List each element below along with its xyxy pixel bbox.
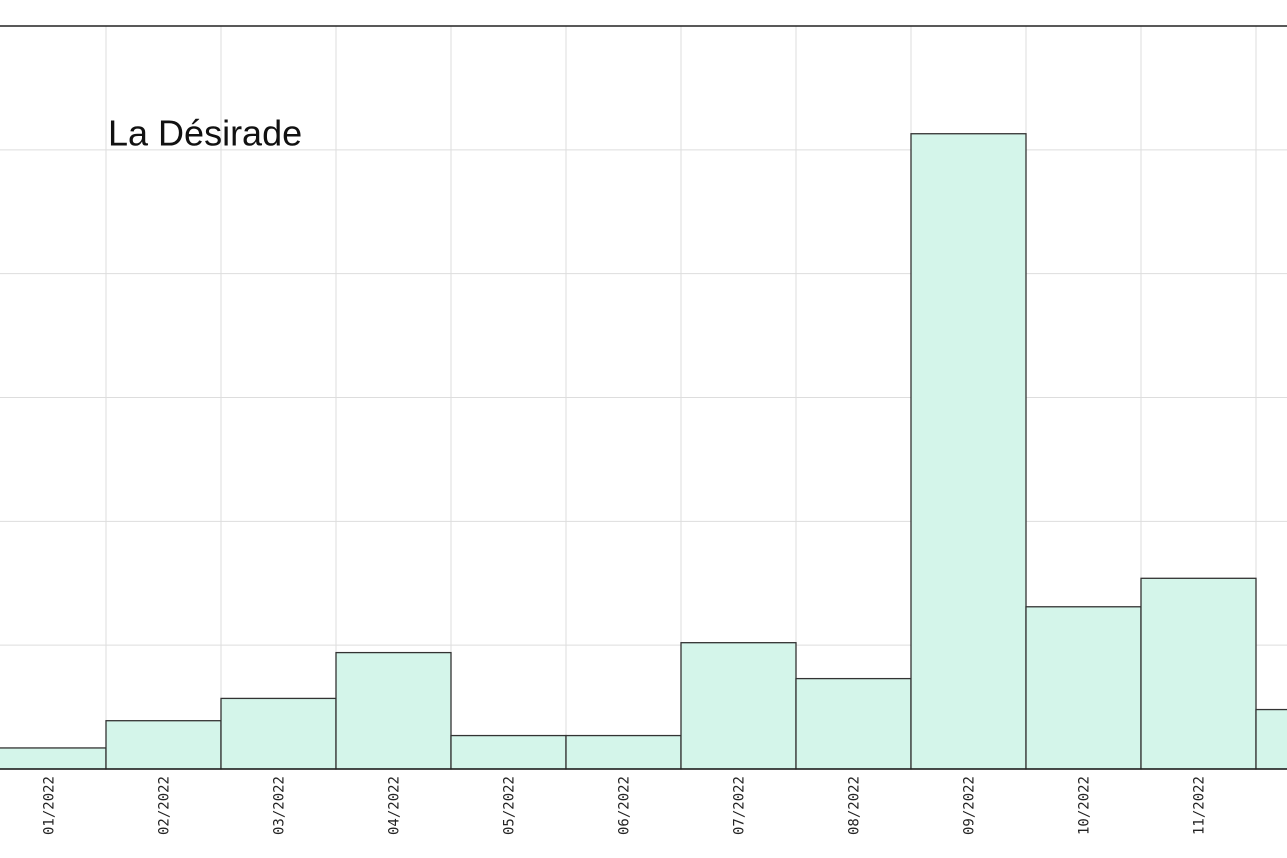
bar (1140, 577, 1257, 770)
x-tick-label: 11/2022 (1192, 776, 1208, 835)
bar (910, 133, 1027, 770)
x-tick-label: 05/2022 (502, 776, 518, 835)
x-tick-label: 01/2022 (42, 776, 58, 835)
bars (0, 133, 1287, 770)
chart-title: La Désirade (108, 113, 302, 154)
x-tick-label: 09/2022 (962, 776, 978, 835)
bar (450, 734, 567, 770)
bar (795, 677, 912, 770)
bar (220, 697, 337, 770)
bar (680, 642, 797, 770)
x-tick-label: 08/2022 (847, 776, 863, 835)
bar (565, 734, 682, 770)
bar (1255, 708, 1287, 770)
bar (1025, 606, 1142, 770)
x-tick-labels: 01/2022 02/2022 03/2022 04/2022 05/2022 06/20… (42, 776, 1208, 835)
bar (0, 747, 107, 770)
x-tick-label: 02/2022 (157, 776, 173, 835)
bar (335, 651, 452, 770)
bar (105, 720, 222, 770)
x-tick-label: 10/2022 (1077, 776, 1093, 835)
x-tick-label: 07/2022 (732, 776, 748, 835)
x-tick-label: 06/2022 (617, 776, 633, 835)
x-tick-label: 03/2022 (272, 776, 288, 835)
x-tick-label: 04/2022 (387, 776, 403, 835)
